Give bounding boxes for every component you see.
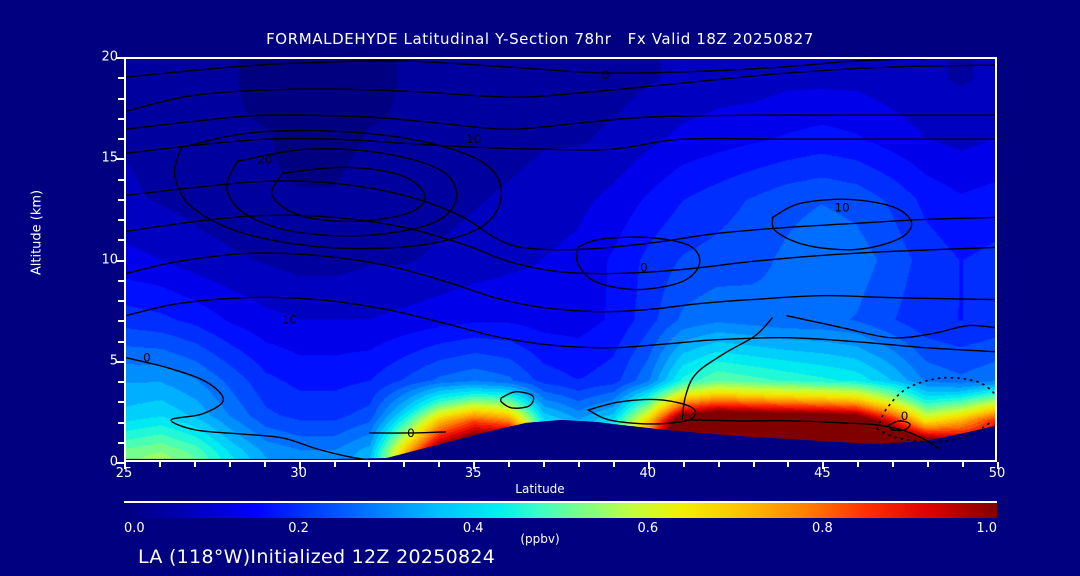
x-tick-mark	[438, 462, 441, 467]
y-tick-mark	[116, 57, 124, 59]
x-tick-mark	[333, 462, 336, 467]
x-tick-mark	[857, 462, 860, 467]
y-tick-mark	[118, 381, 124, 383]
y-tick-mark	[118, 219, 124, 221]
x-tick-mark	[752, 462, 755, 467]
colorbar-gradient	[124, 501, 997, 518]
x-tick-mark	[612, 462, 615, 467]
x-tick-mark	[508, 462, 511, 467]
y-tick-label: 20	[101, 49, 118, 65]
y-tick-label: 0	[109, 454, 118, 470]
y-tick-mark	[116, 259, 124, 262]
x-tick-mark	[787, 462, 790, 467]
formaldehyde-filled-contour	[126, 59, 995, 460]
x-axis-label: Latitude	[515, 482, 565, 496]
colorbar-tick-label: 0.0	[124, 521, 145, 536]
colorbar-tick-label: 0.8	[812, 521, 833, 536]
y-tick-mark	[118, 198, 124, 201]
colorbar-tick-label: 1.0	[976, 521, 997, 536]
y-tick-mark	[118, 421, 124, 424]
y-tick-mark	[118, 178, 124, 181]
colorbar-tick-label: 0.2	[288, 521, 309, 536]
y-axis-label: Altitude (km)	[29, 189, 45, 276]
colorbar-tick-label: 0.6	[637, 521, 659, 536]
colorbar-units-label: (ppbv)	[520, 532, 560, 546]
x-tick-label: 45	[814, 466, 831, 481]
page-title: FORMALDEHYDE Latitudinal Y-Section 78hr …	[266, 30, 814, 48]
x-tick-mark	[577, 462, 580, 467]
y-tick-mark	[118, 77, 124, 80]
x-tick-mark	[647, 462, 650, 469]
y-tick-mark	[118, 320, 124, 323]
x-tick-mark	[228, 462, 231, 467]
y-tick-mark	[116, 158, 124, 161]
x-tick-label: 40	[639, 466, 657, 481]
x-tick-mark	[822, 462, 825, 469]
y-tick-mark	[118, 300, 124, 302]
x-tick-mark	[927, 462, 930, 467]
x-tick-mark	[368, 462, 371, 467]
y-tick-mark	[118, 117, 124, 120]
x-tick-mark	[263, 462, 266, 467]
x-tick-label: 50	[988, 466, 1006, 481]
x-tick-mark	[892, 462, 895, 467]
y-tick-label: 10	[101, 252, 118, 267]
x-tick-label: 30	[290, 466, 307, 481]
y-tick-label: 5	[109, 353, 118, 369]
x-tick-mark	[124, 462, 126, 469]
y-tick-mark	[118, 441, 124, 444]
x-tick-mark	[403, 462, 406, 467]
y-tick-mark	[118, 97, 124, 100]
y-tick-mark	[118, 239, 124, 242]
x-tick-mark	[193, 462, 196, 467]
y-tick-mark	[116, 462, 124, 464]
x-tick-mark	[473, 462, 476, 469]
colorbar-tick-label: 0.4	[462, 521, 484, 536]
y-tick-mark	[118, 279, 124, 282]
x-tick-label: 25	[115, 466, 133, 481]
x-tick-mark	[997, 462, 999, 469]
y-tick-mark	[118, 340, 124, 343]
footer-caption: LA (118°W)Initialized 12Z 20250824	[138, 546, 496, 568]
y-tick-label: 15	[101, 150, 118, 166]
y-tick-mark	[118, 138, 124, 140]
cross-section-plot: 0 0 0 0 0 10 10 10 20	[124, 57, 997, 462]
x-tick-mark	[298, 462, 301, 469]
y-tick-mark	[116, 360, 124, 363]
x-tick-mark	[962, 462, 965, 467]
x-tick-mark	[158, 462, 161, 467]
colorbar	[124, 501, 997, 518]
x-tick-mark	[543, 462, 546, 467]
y-tick-mark	[118, 401, 124, 404]
x-tick-label: 35	[464, 466, 482, 481]
x-tick-mark	[682, 462, 685, 467]
x-tick-mark	[717, 462, 720, 467]
